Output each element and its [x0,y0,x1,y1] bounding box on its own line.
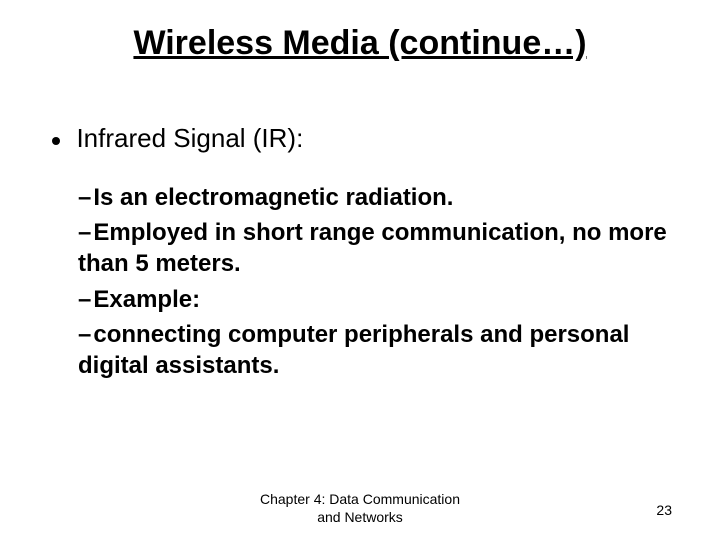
bullet-level2: –Example: [78,284,672,315]
bullet-level2: –connecting computer peripherals and per… [78,319,672,381]
page-number: 23 [656,502,672,518]
slide-title: Wireless Media (continue…) [48,24,672,63]
footer-line1: Chapter 4: Data Communication [0,491,720,509]
bullet-level1: Infrared Signal (IR): [52,123,672,154]
slide: Wireless Media (continue…) Infrared Sign… [0,0,720,540]
bullet-dot-icon [52,137,60,145]
dash-icon: – [78,184,91,211]
footer-line2: and Networks [0,509,720,527]
bullet-level1-text: Infrared Signal (IR): [76,123,303,153]
bullet-level2-text: Is an electromagnetic radiation. [93,184,453,211]
footer: Chapter 4: Data Communication and Networ… [0,491,720,526]
bullet-level2-text: Employed in short range communication, n… [78,219,667,277]
bullet-level2-text: Example: [93,286,200,313]
dash-icon: – [78,286,91,313]
dash-icon: – [78,219,91,246]
bullet-level2: –Employed in short range communication, … [78,217,672,279]
dash-icon: – [78,321,91,348]
bullet-level2-text: connecting computer peripherals and pers… [78,321,629,379]
bullet-level2: –Is an electromagnetic radiation. [78,182,672,213]
bullet-level2-group: –Is an electromagnetic radiation. –Emplo… [78,182,672,381]
